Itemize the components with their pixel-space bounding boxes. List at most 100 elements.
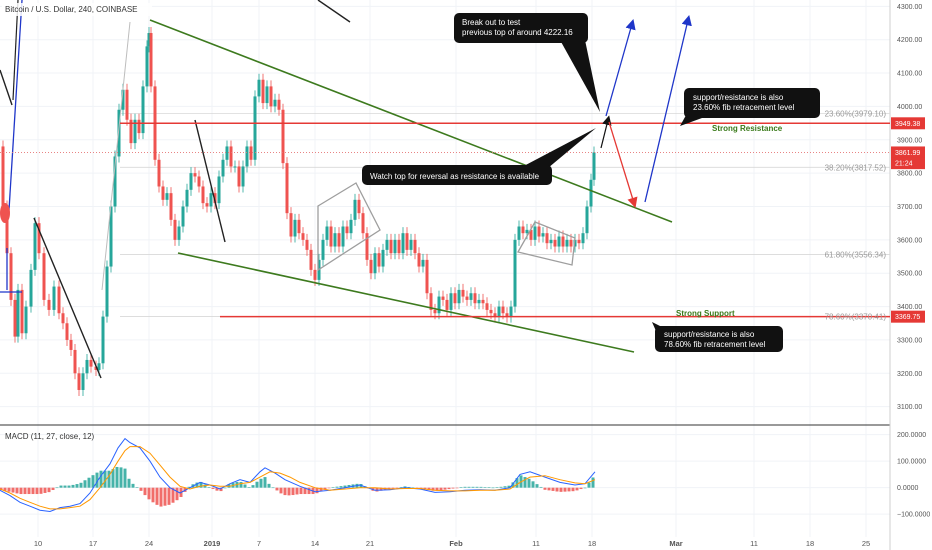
candle-body (461, 289, 465, 297)
candle-body (65, 323, 69, 340)
candle-body (101, 316, 105, 364)
candle-body (589, 179, 593, 207)
candle-body (77, 373, 81, 390)
candle-body (309, 249, 313, 270)
macd-histogram-bar (223, 487, 227, 489)
candle-body (297, 219, 301, 234)
candle-body (373, 253, 377, 274)
candle-body (305, 239, 309, 250)
macd-histogram-bar (23, 487, 27, 495)
candle-body (221, 159, 225, 177)
candle-body (42, 253, 46, 300)
price-tag-label: 3369.75 (895, 314, 920, 321)
candle-body (61, 313, 65, 324)
price-tick-label: 3400.00 (897, 304, 922, 311)
candle-body (329, 226, 333, 247)
macd-histogram-bar (175, 487, 179, 501)
macd-histogram-bar (547, 487, 551, 491)
candle-body (497, 306, 501, 317)
macd-histogram-bar (187, 486, 191, 488)
macd-histogram-bar (459, 487, 463, 488)
candle-body (237, 166, 241, 187)
macd-histogram-bar (279, 487, 283, 494)
macd-histogram-bar (551, 487, 555, 491)
candle-body (473, 293, 477, 304)
macd-histogram-bar (259, 478, 263, 488)
macd-histogram-bar (15, 487, 19, 494)
candle-body (281, 109, 285, 164)
macd-histogram-bar (171, 487, 175, 503)
candle-body (561, 236, 565, 247)
candle-body (89, 359, 93, 367)
candle-body (445, 299, 449, 310)
candle-body (229, 146, 233, 167)
macd-histogram-bar (455, 487, 459, 489)
macd-histogram-bar (67, 485, 71, 488)
price-tick-label: 3900.00 (897, 137, 922, 144)
candle-body (73, 349, 77, 374)
candle-body (165, 193, 169, 200)
macd-histogram-bar (107, 470, 111, 488)
macd-histogram-bar (7, 487, 11, 492)
candle-body (177, 226, 181, 240)
arrow-up-black (600, 115, 612, 149)
candle-body (433, 309, 437, 314)
macd-histogram-bar (199, 481, 203, 488)
macd-histogram-bar (247, 487, 251, 488)
macd-histogram-bar (295, 487, 299, 495)
candle-body (565, 239, 569, 247)
macd-histogram-bar (479, 486, 483, 488)
macd-histogram-bar (583, 487, 587, 489)
candle-body (9, 253, 13, 300)
macd-histogram-bar (19, 487, 23, 495)
macd-histogram-bar (339, 486, 343, 488)
macd-histogram-bar (559, 487, 563, 492)
candle-body (453, 293, 457, 304)
candle-body (121, 89, 125, 110)
macd-histogram-bar (415, 487, 419, 489)
macd-histogram-bar (11, 487, 15, 493)
macd-histogram-bar (271, 487, 275, 489)
callout-support-line1: support/resistance is also (664, 330, 755, 339)
time-tick-label: Mar (669, 539, 682, 548)
macd-histogram-bar (283, 487, 287, 496)
macd-histogram-bar (483, 487, 487, 488)
left-black-line-2 (12, 0, 19, 101)
candle-body (33, 223, 37, 270)
macd-histogram-bar (147, 487, 151, 500)
candle-body (217, 176, 221, 204)
candle-body (29, 269, 33, 307)
bear-flag (317, 182, 381, 272)
left-black-line (0, 69, 13, 106)
time-tick-label: 25 (862, 539, 870, 548)
macd-histogram-bar (275, 487, 279, 491)
price-tick-label: 3200.00 (897, 371, 922, 378)
candle-body (173, 219, 177, 240)
macd-histogram-bar (87, 477, 91, 488)
candle-body (125, 89, 129, 120)
candle-body (417, 253, 421, 267)
fib-label: 38.20%(3817.52) (825, 163, 887, 172)
macd-histogram-bar (495, 487, 499, 488)
candle-body (185, 189, 189, 207)
macd-histogram-bar (343, 485, 347, 488)
macd-histogram-bar (27, 487, 31, 495)
macd-histogram-bar (291, 487, 295, 496)
candle-body (381, 249, 385, 267)
candle-body (293, 219, 297, 237)
bull-flag (517, 221, 576, 266)
macd-histogram-bar (327, 487, 331, 489)
candle-body (285, 163, 289, 214)
candle-body (397, 239, 401, 254)
macd-histogram-bar (35, 487, 39, 495)
callout-support-line2: 78.60% fib retracement level (664, 340, 766, 349)
macd-histogram-bar (431, 487, 435, 491)
candle-body (357, 199, 361, 214)
candle-body (345, 226, 349, 234)
macd-tick-label: 100.0000 (897, 459, 926, 466)
macd-histogram-bar (579, 487, 583, 490)
macd-histogram-bar (535, 484, 539, 488)
time-tick-label: Feb (449, 539, 463, 548)
candle-body (37, 223, 41, 254)
callout-resistance-line1: support/resistance is also (693, 93, 784, 102)
